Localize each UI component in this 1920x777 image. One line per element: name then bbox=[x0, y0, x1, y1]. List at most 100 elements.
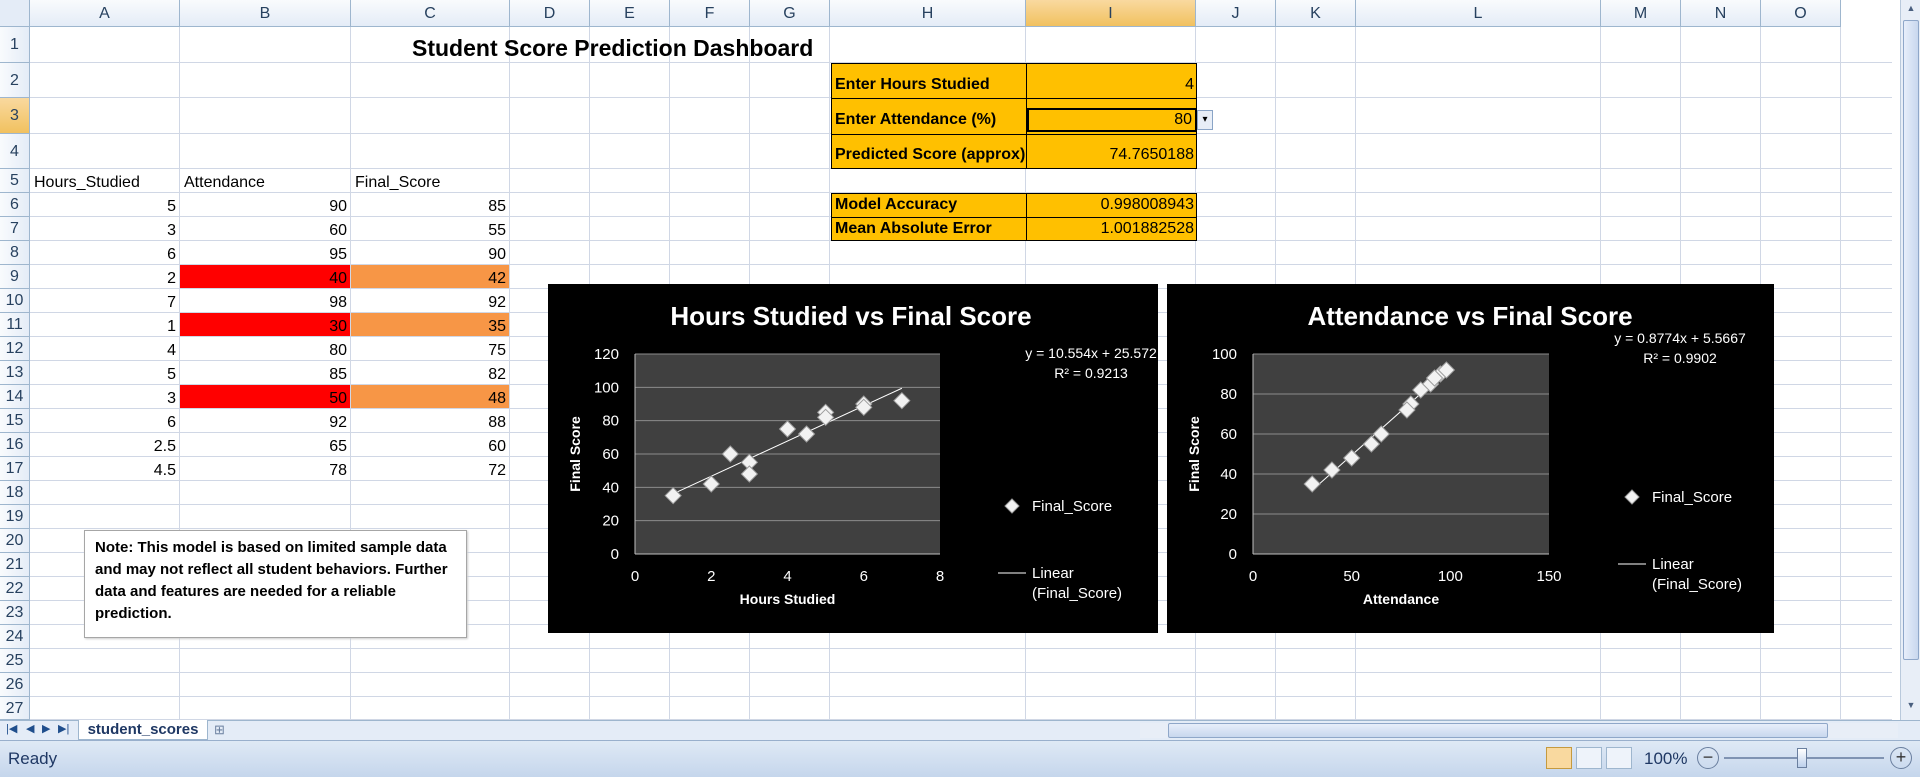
row-header-9[interactable]: 9 bbox=[0, 265, 30, 289]
column-header-h[interactable]: H bbox=[830, 0, 1026, 27]
table-data-cell[interactable]: 95 bbox=[329, 246, 347, 263]
row-header-26[interactable]: 26 bbox=[0, 673, 30, 697]
table-data-cell[interactable]: 88 bbox=[488, 414, 506, 431]
horizontal-scroll-thumb[interactable] bbox=[1168, 723, 1828, 738]
table-header-cell[interactable]: Hours_Studied bbox=[34, 174, 140, 191]
note-textbox[interactable]: Note: This model is based on limited sam… bbox=[84, 530, 467, 638]
table-data-cell[interactable]: 4.5 bbox=[153, 462, 176, 479]
row-header-11[interactable]: 11 bbox=[0, 313, 30, 337]
column-header-d[interactable]: D bbox=[510, 0, 590, 27]
table-data-cell[interactable]: 65 bbox=[329, 438, 347, 455]
table-data-cell[interactable]: 3 bbox=[167, 390, 176, 407]
column-header-l[interactable]: L bbox=[1356, 0, 1601, 27]
table-data-cell[interactable]: 75 bbox=[488, 342, 506, 359]
zoom-in-button[interactable]: + bbox=[1890, 747, 1912, 769]
insert-sheet-icon[interactable]: ⊞ bbox=[214, 722, 225, 737]
sheet-tab-student-scores[interactable]: student_scores bbox=[78, 720, 208, 740]
table-data-cell[interactable]: 85 bbox=[488, 198, 506, 215]
predicted-value-cell[interactable]: 74.7650188 bbox=[1109, 146, 1194, 163]
table-data-cell[interactable]: 92 bbox=[329, 414, 347, 431]
table-data-cell[interactable]: 1 bbox=[167, 318, 176, 335]
row-header-13[interactable]: 13 bbox=[0, 361, 30, 385]
row-header-8[interactable]: 8 bbox=[0, 241, 30, 265]
table-data-cell[interactable]: 78 bbox=[329, 462, 347, 479]
table-data-cell[interactable]: 90 bbox=[329, 198, 347, 215]
vertical-scroll-thumb[interactable] bbox=[1903, 20, 1919, 660]
column-header-c[interactable]: C bbox=[351, 0, 510, 27]
dashboard-title[interactable]: Student Score Prediction Dashboard bbox=[412, 35, 814, 61]
table-header-cell[interactable]: Attendance bbox=[184, 174, 265, 191]
table-data-cell[interactable]: 30 bbox=[180, 313, 350, 336]
table-data-cell[interactable]: 90 bbox=[488, 246, 506, 263]
scroll-up-arrow[interactable]: ▲ bbox=[1906, 3, 1916, 13]
attendance-chart[interactable]: Attendance vs Final Score 0 20 40 60 80 100 0 50… bbox=[1167, 284, 1774, 633]
row-header-10[interactable]: 10 bbox=[0, 289, 30, 313]
table-data-cell[interactable]: 35 bbox=[351, 313, 509, 336]
table-data-cell[interactable]: 92 bbox=[488, 294, 506, 311]
table-data-cell[interactable]: 5 bbox=[167, 198, 176, 215]
row-header-21[interactable]: 21 bbox=[0, 553, 30, 577]
row-header-6[interactable]: 6 bbox=[0, 193, 30, 217]
table-data-cell[interactable]: 5 bbox=[167, 366, 176, 383]
table-data-cell[interactable]: 82 bbox=[488, 366, 506, 383]
table-data-cell[interactable]: 4 bbox=[167, 342, 176, 359]
first-sheet-button[interactable]: |◀ bbox=[6, 723, 18, 735]
table-data-cell[interactable]: 50 bbox=[180, 385, 350, 408]
select-all-corner[interactable] bbox=[0, 0, 30, 27]
column-header-a[interactable]: A bbox=[30, 0, 180, 27]
column-header-b[interactable]: B bbox=[180, 0, 351, 27]
row-header-18[interactable]: 18 bbox=[0, 481, 30, 505]
column-header-g[interactable]: G bbox=[750, 0, 830, 27]
row-header-5[interactable]: 5 bbox=[0, 169, 30, 193]
row-header-19[interactable]: 19 bbox=[0, 505, 30, 529]
zoom-level[interactable]: 100% bbox=[1644, 749, 1688, 768]
scroll-down-arrow[interactable]: ▼ bbox=[1906, 700, 1916, 710]
table-data-cell[interactable]: 55 bbox=[488, 222, 506, 239]
column-header-j[interactable]: J bbox=[1196, 0, 1276, 27]
table-data-cell[interactable]: 85 bbox=[329, 366, 347, 383]
row-header-17[interactable]: 17 bbox=[0, 457, 30, 481]
column-header-e[interactable]: E bbox=[590, 0, 670, 27]
table-data-cell[interactable]: 6 bbox=[167, 414, 176, 431]
table-data-cell[interactable]: 98 bbox=[329, 294, 347, 311]
column-header-k[interactable]: K bbox=[1276, 0, 1356, 27]
table-data-cell[interactable]: 2 bbox=[167, 270, 176, 287]
row-header-27[interactable]: 27 bbox=[0, 697, 30, 720]
row-header-16[interactable]: 16 bbox=[0, 433, 30, 457]
table-data-cell[interactable]: 7 bbox=[167, 294, 176, 311]
row-header-2[interactable]: 2 bbox=[0, 63, 30, 98]
table-data-cell[interactable]: 6 bbox=[167, 246, 176, 263]
hours-input-cell[interactable]: 4 bbox=[1185, 76, 1194, 93]
last-sheet-button[interactable]: ▶| bbox=[58, 723, 70, 735]
row-header-4[interactable]: 4 bbox=[0, 134, 30, 169]
table-data-cell[interactable]: 60 bbox=[488, 438, 506, 455]
normal-view-button[interactable] bbox=[1546, 747, 1572, 769]
horizontal-scrollbar[interactable] bbox=[1140, 723, 1898, 738]
next-sheet-button[interactable]: ▶ bbox=[42, 723, 51, 735]
row-header-23[interactable]: 23 bbox=[0, 601, 30, 625]
table-data-cell[interactable]: 40 bbox=[180, 265, 350, 288]
row-header-15[interactable]: 15 bbox=[0, 409, 30, 433]
table-data-cell[interactable]: 60 bbox=[329, 222, 347, 239]
dropdown-arrow-button[interactable]: ▾ bbox=[1197, 110, 1213, 130]
row-header-25[interactable]: 25 bbox=[0, 649, 30, 673]
table-data-cell[interactable]: 72 bbox=[488, 462, 506, 479]
prev-sheet-button[interactable]: ◀ bbox=[26, 723, 35, 735]
row-header-24[interactable]: 24 bbox=[0, 625, 30, 649]
table-data-cell[interactable]: 3 bbox=[167, 222, 176, 239]
row-header-14[interactable]: 14 bbox=[0, 385, 30, 409]
table-data-cell[interactable]: 2.5 bbox=[153, 438, 176, 455]
zoom-slider-thumb[interactable] bbox=[1797, 748, 1807, 768]
table-data-cell[interactable]: 42 bbox=[351, 265, 509, 288]
zoom-out-button[interactable]: − bbox=[1697, 747, 1719, 769]
page-break-view-button[interactable] bbox=[1606, 747, 1632, 769]
hours-chart[interactable]: Hours Studied vs Final Score 0 20 40 60 80 100… bbox=[548, 284, 1158, 633]
column-header-i[interactable]: I bbox=[1026, 0, 1196, 27]
table-header-cell[interactable]: Final_Score bbox=[355, 174, 441, 191]
accuracy-value-cell[interactable]: 0.998008943 bbox=[1100, 196, 1194, 213]
page-layout-view-button[interactable] bbox=[1576, 747, 1602, 769]
zoom-slider[interactable] bbox=[1724, 748, 1884, 768]
row-header-12[interactable]: 12 bbox=[0, 337, 30, 361]
row-header-20[interactable]: 20 bbox=[0, 529, 30, 553]
table-data-cell[interactable]: 48 bbox=[351, 385, 509, 408]
